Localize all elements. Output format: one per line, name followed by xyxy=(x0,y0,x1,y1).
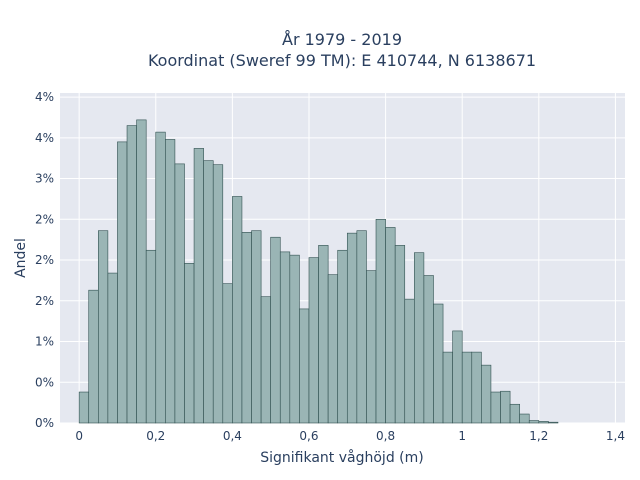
y-tick-label: 1% xyxy=(35,335,54,349)
histogram-bar xyxy=(327,274,339,424)
histogram-bar xyxy=(404,298,415,424)
histogram-bar xyxy=(509,403,520,424)
histogram-bar xyxy=(385,227,396,424)
x-tick-label: 0,8 xyxy=(376,429,395,443)
histogram-bar xyxy=(78,391,90,424)
chart-title-line-2: Koordinat (Sweref 99 TM): E 410744, N 61… xyxy=(148,51,536,70)
x-tick-label: 1,2 xyxy=(529,429,548,443)
bars xyxy=(78,119,559,424)
y-tick-label: 4% xyxy=(35,90,54,104)
y-tick-label: 0% xyxy=(35,375,54,389)
x-axis-ticks: 0 0,2 0,4 0,6 0,8 1 1,2 1,4 xyxy=(75,429,625,443)
histogram-bar xyxy=(289,254,300,424)
histogram-bar xyxy=(500,390,511,424)
histogram-bar xyxy=(490,391,501,424)
histogram-bar xyxy=(241,232,252,424)
histogram-bar xyxy=(366,270,377,424)
histogram-bar xyxy=(375,218,386,424)
histogram-bar xyxy=(346,232,358,424)
histogram-bar xyxy=(481,364,492,424)
x-tick-label: 1,4 xyxy=(606,429,625,443)
histogram-bar xyxy=(299,308,310,424)
histogram-bar xyxy=(212,164,224,424)
chart-title-line-1: År 1979 - 2019 xyxy=(282,30,402,49)
histogram-bar xyxy=(165,139,176,424)
histogram-bar xyxy=(203,160,214,424)
x-tick-label: 0,2 xyxy=(146,429,165,443)
x-axis-title: Signifikant våghöjd (m) xyxy=(260,449,423,466)
y-axis-ticks: 0% 0% 1% 2% 2% 2% 3% 4% 4% xyxy=(35,90,54,430)
y-tick-label: 2% xyxy=(35,294,54,308)
histogram-bar xyxy=(145,249,157,424)
histogram-bar xyxy=(174,163,185,424)
histogram-bar xyxy=(318,245,329,424)
histogram-bar xyxy=(232,196,243,424)
y-tick-label: 4% xyxy=(35,131,54,145)
x-tick-label: 1 xyxy=(458,429,466,443)
histogram-bar xyxy=(414,252,425,424)
histogram-bar xyxy=(222,283,233,424)
histogram-bar xyxy=(394,245,406,424)
x-tick-label: 0 xyxy=(75,429,83,443)
histogram-bar xyxy=(117,141,128,424)
histogram-bar xyxy=(98,230,109,424)
histogram-bar xyxy=(528,420,540,424)
histogram-bar xyxy=(136,119,147,424)
histogram-bar xyxy=(356,230,367,424)
histogram-bar xyxy=(442,351,453,424)
y-tick-label: 0% xyxy=(35,416,54,430)
histogram-bar xyxy=(337,249,348,424)
histogram-bar xyxy=(126,125,137,424)
histogram-bar xyxy=(519,413,530,424)
histogram-bar xyxy=(107,272,118,424)
histogram-bar xyxy=(88,289,99,424)
histogram-bar xyxy=(279,251,291,424)
histogram-bar xyxy=(260,296,271,424)
histogram-bar xyxy=(251,230,262,424)
y-tick-label: 2% xyxy=(35,253,54,267)
histogram-bar xyxy=(270,236,281,424)
y-tick-label: 3% xyxy=(35,172,54,186)
histogram-bar xyxy=(461,351,473,424)
histogram-bar xyxy=(308,257,319,424)
histogram-bar xyxy=(423,275,434,424)
histogram-bar xyxy=(433,303,444,424)
histogram-bar xyxy=(193,148,204,424)
histogram-bar xyxy=(184,262,195,424)
x-tick-label: 0,4 xyxy=(223,429,242,443)
histogram-bar xyxy=(155,131,166,424)
histogram-bar xyxy=(452,330,463,424)
y-axis-title: Andel xyxy=(13,238,29,278)
histogram-bar xyxy=(548,421,559,424)
x-tick-label: 0,6 xyxy=(299,429,318,443)
histogram-bar xyxy=(471,351,482,424)
y-tick-label: 2% xyxy=(35,212,54,226)
histogram-bar xyxy=(538,421,549,424)
